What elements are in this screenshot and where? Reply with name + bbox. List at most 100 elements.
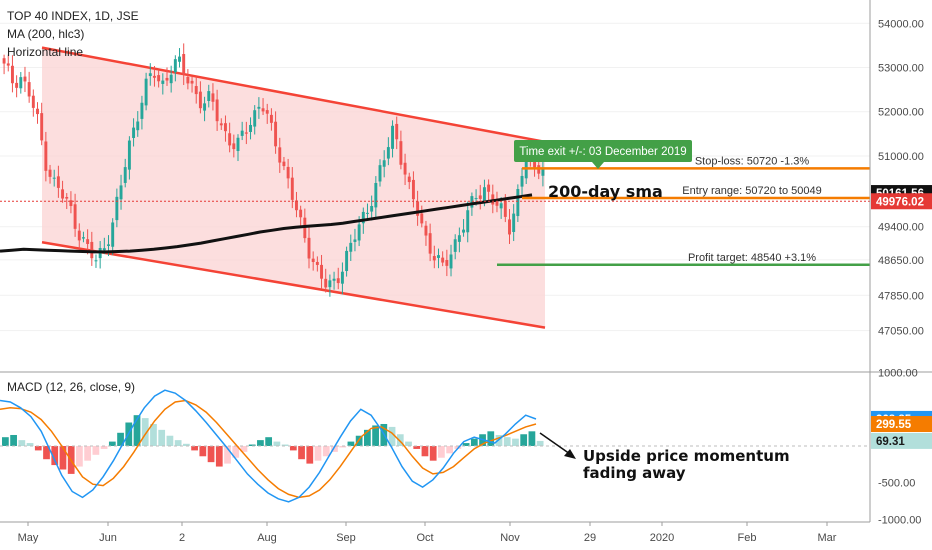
histogram-bar — [314, 446, 322, 461]
candle-body — [391, 125, 395, 149]
candle — [140, 95, 144, 130]
candle-body — [478, 195, 482, 199]
candle — [428, 223, 432, 262]
candle — [261, 98, 265, 116]
candle-body — [299, 209, 303, 218]
histogram-bar — [257, 440, 264, 446]
candle — [462, 219, 466, 237]
histogram-bar — [322, 446, 330, 457]
candle-body — [249, 124, 252, 132]
price-tick-label: 47050.00 — [878, 326, 924, 338]
candle — [278, 137, 282, 173]
candle-body — [77, 230, 81, 241]
histogram-bar — [240, 446, 248, 452]
price-tick-label: 54000.00 — [878, 18, 924, 30]
time-tick-label: Nov — [500, 532, 520, 544]
candle-body — [40, 113, 44, 141]
candle — [19, 72, 23, 94]
candle — [211, 83, 215, 111]
candle-body — [457, 235, 461, 242]
candle-body — [265, 110, 269, 114]
histogram-bar — [372, 425, 379, 446]
candle-body — [366, 212, 369, 214]
candle-body — [441, 257, 445, 263]
candle-body — [286, 166, 290, 179]
candle — [65, 193, 69, 210]
candle — [10, 55, 14, 93]
candle — [311, 251, 315, 271]
sma-200-line — [0, 193, 533, 254]
histogram-bar — [18, 440, 26, 446]
candle-body — [257, 106, 261, 109]
histogram-bar — [462, 443, 470, 446]
candle — [416, 190, 420, 226]
candle-body — [407, 176, 411, 183]
candle-body — [328, 280, 332, 288]
candle-body — [19, 77, 23, 89]
candle-body — [148, 73, 152, 77]
candle-body — [107, 244, 110, 246]
candle-body — [102, 248, 106, 251]
candle-body — [136, 121, 140, 131]
candle — [94, 254, 98, 268]
histogram-bar — [520, 434, 528, 446]
candle — [173, 55, 177, 82]
candle — [119, 174, 123, 210]
time-exit-box: Time exit +/-: 03 December 2019 — [514, 140, 692, 169]
channel-upper-line — [41, 46, 546, 144]
candle-body — [499, 203, 503, 209]
candle-body — [186, 76, 190, 84]
candle — [282, 156, 286, 171]
candle — [345, 246, 349, 277]
candle — [152, 65, 156, 87]
time-tick-label: Jun — [99, 532, 117, 544]
candle-body — [445, 260, 449, 266]
candle — [182, 43, 186, 86]
histogram-bar — [487, 431, 495, 446]
trade-levels: Stop-loss: 50720 -1.3% Entry range: 50720… — [497, 155, 870, 267]
candle — [127, 136, 131, 180]
candle-body — [324, 278, 328, 288]
time-tick-label: Aug — [257, 532, 277, 544]
candle — [224, 115, 227, 142]
candle-body — [399, 141, 403, 165]
candle — [56, 165, 60, 198]
candle-body — [295, 200, 298, 211]
candle-body — [111, 222, 115, 247]
macd-tick-label: 1000.00 — [878, 368, 918, 380]
candle — [265, 103, 269, 124]
candle-body — [2, 58, 6, 64]
candle — [52, 169, 56, 187]
histogram-bar — [76, 446, 83, 467]
histogram-bar — [273, 441, 281, 446]
candle — [186, 69, 190, 90]
candle-body — [340, 271, 344, 284]
histogram-bar — [347, 441, 355, 446]
histogram-bar — [191, 446, 198, 451]
candle-body — [520, 175, 524, 187]
candle-body — [282, 161, 286, 167]
candle-body — [232, 143, 236, 150]
histogram-bar — [43, 446, 50, 460]
candle — [541, 157, 545, 187]
histogram-bar — [59, 446, 67, 470]
candle-body — [345, 250, 349, 272]
candle — [2, 54, 6, 75]
histogram-bar — [26, 443, 34, 446]
annotation-line-2: fading away — [583, 464, 686, 482]
candle — [420, 205, 424, 228]
price-tick-label: 49400.00 — [878, 222, 924, 234]
histogram-bar — [166, 435, 174, 446]
histogram-bar — [298, 446, 305, 460]
candle — [27, 71, 31, 103]
candle — [391, 120, 395, 158]
candle-body — [361, 211, 365, 224]
candle-body — [240, 130, 244, 136]
candle-body — [349, 242, 353, 252]
candle — [370, 195, 374, 221]
candle-body — [169, 74, 173, 84]
histogram-bar — [339, 446, 347, 448]
price-tick-label: 51000.00 — [878, 151, 924, 163]
time-tick-label: Mar — [818, 532, 837, 544]
candle-body — [86, 239, 90, 244]
